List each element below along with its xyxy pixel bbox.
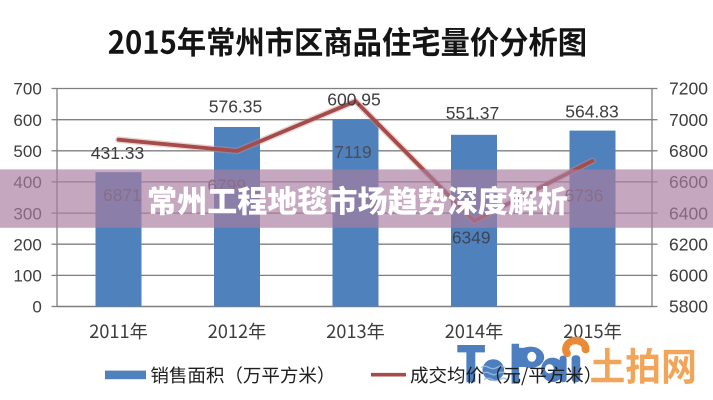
svg-text:0: 0 [32,298,41,317]
svg-text:7200: 7200 [669,79,708,99]
svg-text:431.33: 431.33 [91,143,145,163]
svg-text:100: 100 [13,267,41,286]
svg-text:7000: 7000 [669,110,708,130]
svg-text:200: 200 [13,235,41,254]
svg-text:6800: 6800 [669,141,708,161]
svg-text:500: 500 [13,142,41,161]
svg-text:5800: 5800 [669,297,708,317]
svg-text:700: 700 [13,80,41,99]
svg-text:7119: 7119 [334,142,371,162]
svg-text:6000: 6000 [669,266,708,286]
svg-text:6349: 6349 [452,228,491,248]
svg-text:600.95: 600.95 [327,89,381,109]
svg-text:576.35: 576.35 [209,96,263,116]
svg-text:6200: 6200 [669,234,708,254]
svg-text:551.37: 551.37 [446,103,500,123]
svg-text:564.83: 564.83 [565,101,619,121]
svg-text:600: 600 [13,111,41,130]
